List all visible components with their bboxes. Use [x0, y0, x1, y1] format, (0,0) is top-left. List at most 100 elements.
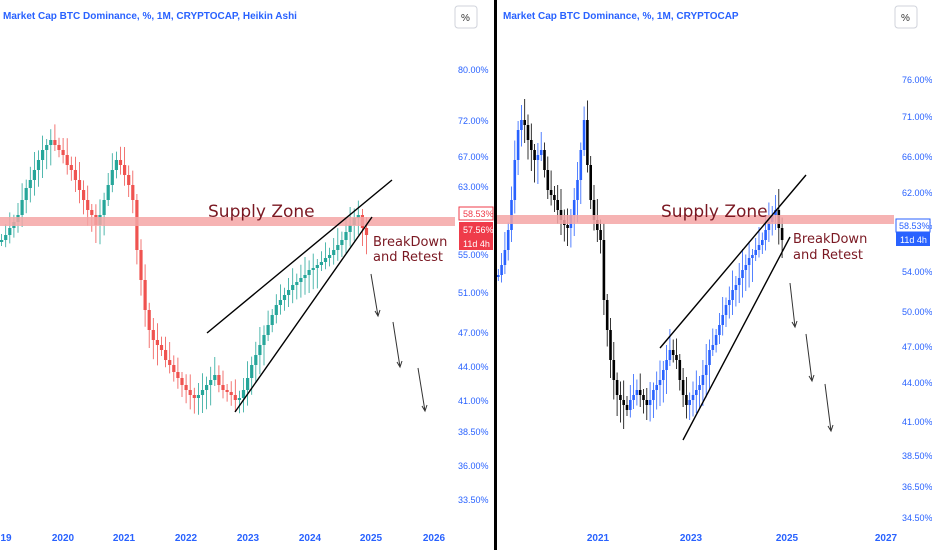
candle-body [311, 268, 315, 270]
candle-body [8, 228, 12, 235]
candle-body [270, 315, 274, 325]
left-scale-button-label: % [461, 13, 470, 24]
candle-body [576, 180, 579, 200]
y-tick-label: 80.00% [458, 65, 489, 75]
candle-body [516, 130, 520, 160]
candle-body [82, 190, 86, 200]
candle-body [233, 395, 237, 400]
candle-body [41, 150, 45, 160]
candle-body [282, 295, 287, 300]
candle-body [221, 385, 225, 390]
candle-body [523, 120, 526, 125]
right-annotation-line-2: and Retest [793, 248, 863, 263]
right-scale-button[interactable]: % [894, 5, 918, 29]
right-x-axis: 2021 2023 2025 2027 [587, 533, 898, 544]
candle-body [254, 355, 258, 365]
x-tick-label: 2025 [776, 533, 799, 544]
candle-body [299, 278, 303, 282]
y-tick-label: 47.00% [902, 342, 932, 352]
left-wedge-upper-line [206, 179, 393, 334]
candle-body [698, 385, 701, 390]
x-tick-label: 2027 [875, 533, 898, 544]
candle-body [328, 255, 332, 258]
candle-body [767, 222, 771, 230]
y-tick-label: 41.00% [902, 417, 932, 427]
candle-body [665, 360, 668, 370]
right-badge-timer [896, 232, 930, 246]
x-tick-label: 2024 [299, 533, 322, 544]
candle-body [32, 170, 36, 180]
candle-body [533, 150, 536, 160]
candle-body [36, 160, 41, 170]
candle-body [77, 180, 82, 190]
candle-body [497, 275, 500, 277]
candle-body [295, 282, 299, 285]
candle-body [513, 160, 517, 200]
candle-body [691, 395, 695, 400]
y-tick-label: 33.50% [458, 495, 489, 505]
candle-body [642, 395, 645, 400]
y-tick-label: 38.50% [902, 451, 932, 461]
candle-body [757, 245, 761, 250]
candle-body [246, 378, 250, 390]
candle-body [675, 355, 678, 360]
candle-body [65, 155, 69, 165]
panel-divider[interactable] [494, 0, 497, 550]
candle-body [319, 262, 323, 265]
y-tick-label: 47.00% [458, 328, 489, 338]
candle-body [336, 245, 340, 250]
candle-body [503, 250, 507, 265]
right-supply-zone-label: Supply Zone [661, 202, 768, 222]
candle-body [530, 140, 533, 150]
candle-body [596, 220, 599, 230]
candle-body [701, 375, 705, 385]
candle-body [500, 265, 503, 275]
y-tick-label: 38.50% [458, 427, 489, 437]
candle-body [348, 225, 352, 232]
candle-body [688, 400, 691, 405]
candle-body [266, 325, 270, 335]
right-arrow-2 [805, 333, 815, 383]
candle-body [278, 300, 282, 305]
candle-body [751, 255, 754, 258]
candle-body [734, 285, 738, 290]
x-tick-label: 2026 [423, 533, 446, 544]
candle-body [307, 270, 311, 275]
candle-body [685, 395, 688, 405]
candle-body [209, 380, 213, 385]
candle-body [744, 265, 748, 270]
candle-body [612, 360, 616, 380]
left-projection-arrows [370, 273, 428, 413]
left-badge-outline-text: 58.53% [463, 209, 494, 219]
candle-body [731, 290, 734, 300]
candle-body [53, 140, 57, 145]
candle-body [625, 405, 629, 410]
left-wedge-lower-line [234, 216, 373, 413]
candle-body [102, 200, 106, 215]
y-tick-label: 36.50% [902, 482, 932, 492]
left-badge-timer [459, 236, 493, 250]
candle-body [543, 150, 546, 170]
candle-body [668, 350, 672, 360]
x-tick-label: 2025 [360, 533, 383, 544]
x-tick-label: 2023 [680, 533, 703, 544]
candle-body [143, 280, 147, 310]
candle-body [155, 340, 159, 345]
candle-body [556, 200, 559, 210]
right-supply-zone [497, 215, 894, 224]
candle-body [602, 240, 606, 300]
candle-body [536, 155, 540, 160]
candle-body [754, 250, 757, 255]
x-tick-label: 19 [0, 533, 12, 544]
candle-body [344, 232, 348, 240]
candle-body [572, 200, 576, 215]
candle-body [61, 150, 65, 155]
y-tick-label: 44.00% [902, 378, 932, 388]
y-tick-label: 34.50% [902, 513, 932, 523]
candle-body [139, 250, 143, 280]
y-tick-label: 76.00% [902, 75, 932, 85]
candle-body [20, 200, 24, 215]
candle-body [609, 330, 612, 360]
candle-body [582, 120, 586, 150]
left-scale-button[interactable]: % [454, 5, 478, 29]
